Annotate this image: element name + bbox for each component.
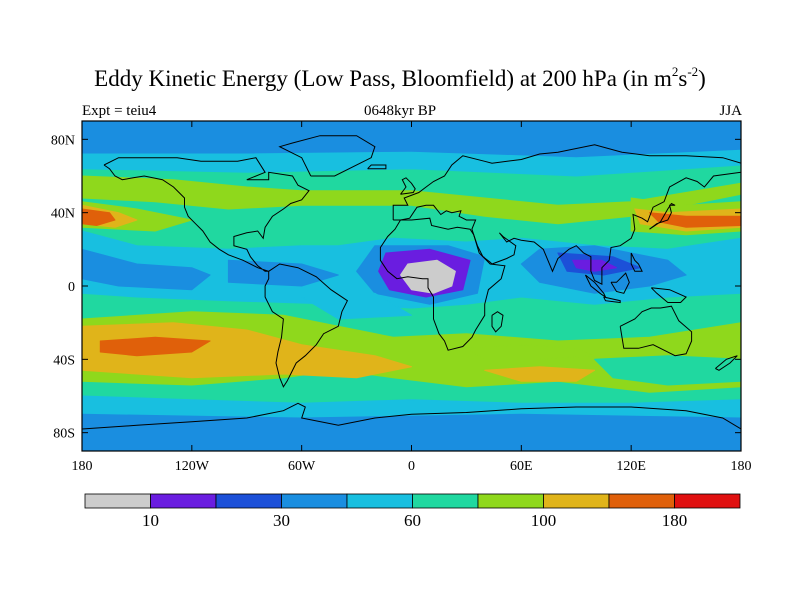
lat-tick-label: 80S [53,427,75,442]
lon-tick-label: 180 [72,459,93,474]
field-region [82,149,741,177]
colorbar-label: 10 [142,511,159,530]
colorbar-label: 180 [662,511,688,530]
colorbar-box [674,493,741,509]
coastline [630,252,643,272]
field-region [649,212,741,228]
coastline [400,177,416,195]
field-region [82,322,412,379]
lon-tick-label: 120E [616,459,646,474]
colorbar-box [412,493,479,509]
colorbar-box [281,493,348,509]
coastline [264,263,349,388]
coastline [103,157,310,272]
coastline [82,402,741,430]
colorbar-box [608,493,675,509]
lon-tick-label: 60E [510,459,533,474]
title-exponent-2: -2 [687,64,699,79]
colorbar-box [477,493,544,509]
title-close: ) [698,66,706,91]
colorbar-box [84,493,151,509]
map-area [82,121,741,451]
field-region [572,259,617,272]
field-region [465,344,596,360]
colorbar-label: 30 [273,511,290,530]
colorbar-box [543,493,610,509]
coastline [610,272,630,294]
experiment-label: Expt = teiu4 [82,103,157,119]
colorbar-box [346,493,413,509]
coastline [392,144,741,286]
lat-tick-label: 80N [51,133,75,148]
coastline [619,305,693,357]
season-label: JJA [719,103,742,119]
field-region [484,366,596,382]
field-region [594,355,741,386]
lon-tick-label: 0 [408,459,415,474]
field-region [99,336,211,357]
coastline [278,135,376,177]
colorbar-label: 60 [404,511,421,530]
colorbar-label: 100 [531,511,557,530]
lon-tick-label: 180 [731,459,752,474]
colorbar-box [150,493,217,509]
lat-tick-label: 0 [68,280,75,295]
title-exponent-1: 2 [671,64,679,79]
title-unit-s: s [678,66,688,91]
plot-subtitle: 0648kyr BP [363,103,437,119]
lon-tick-label: 60W [288,459,316,474]
plot-title: Eddy Kinetic Energy (Low Pass, Bloomfiel… [0,64,800,92]
coastline [715,355,738,371]
coastline [379,217,506,351]
field-region [301,292,412,320]
coastline [650,287,687,303]
field-region [82,208,116,226]
colorbar-box [215,493,282,509]
coastline [491,311,504,333]
field-region [82,248,211,291]
title-main: Eddy Kinetic Energy (Low Pass, Bloomfiel… [94,66,672,91]
coastline [367,164,387,170]
coastline [649,202,676,230]
lon-tick-label: 120W [175,459,210,474]
coastline [603,296,621,304]
lat-tick-label: 40N [51,207,75,222]
field-region [82,175,741,225]
lat-tick-label: 40S [53,353,75,368]
